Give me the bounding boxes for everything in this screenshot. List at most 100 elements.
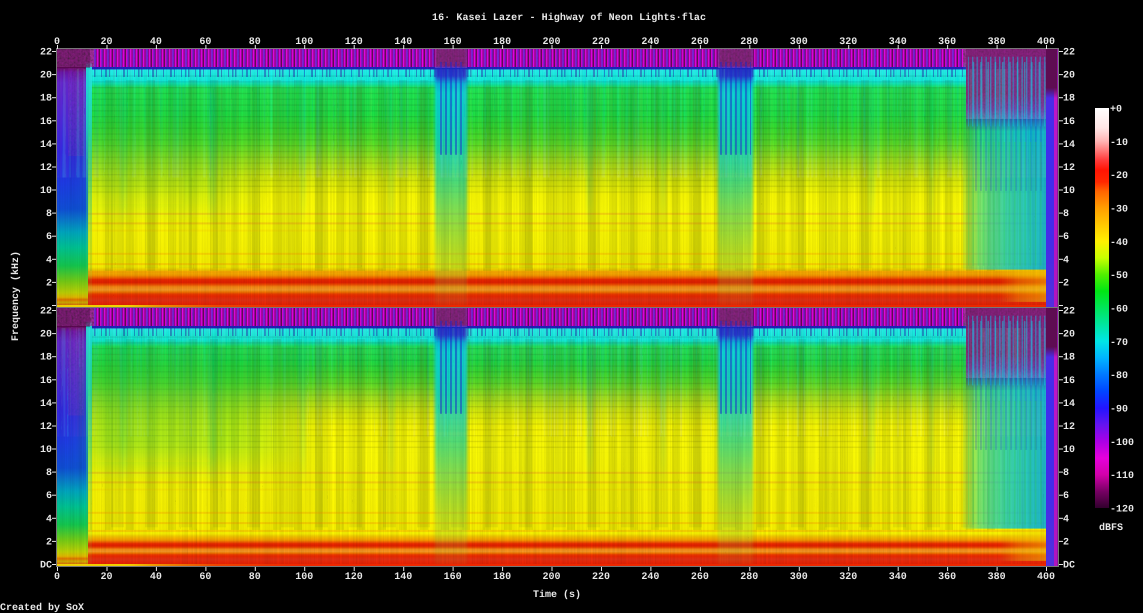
svg-text:-80: -80 bbox=[1110, 371, 1128, 382]
svg-text:20: 20 bbox=[1063, 330, 1075, 341]
svg-text:320: 320 bbox=[839, 37, 857, 48]
svg-text:40: 40 bbox=[150, 37, 162, 48]
svg-text:22: 22 bbox=[1063, 307, 1075, 318]
svg-text:16: 16 bbox=[1063, 376, 1075, 387]
svg-text:2: 2 bbox=[1063, 278, 1069, 289]
svg-text:4: 4 bbox=[46, 514, 52, 525]
svg-text:20: 20 bbox=[1063, 71, 1075, 82]
svg-text:6: 6 bbox=[1063, 232, 1069, 243]
svg-text:80: 80 bbox=[249, 37, 261, 48]
svg-text:20: 20 bbox=[40, 71, 52, 82]
svg-text:60: 60 bbox=[199, 37, 211, 48]
svg-text:360: 360 bbox=[938, 572, 956, 583]
svg-text:4: 4 bbox=[1063, 255, 1069, 266]
svg-text:140: 140 bbox=[394, 572, 412, 583]
svg-text:0: 0 bbox=[54, 37, 60, 48]
svg-text:120: 120 bbox=[345, 37, 363, 48]
svg-text:120: 120 bbox=[345, 572, 363, 583]
svg-text:240: 240 bbox=[641, 37, 659, 48]
svg-text:14: 14 bbox=[1063, 140, 1075, 151]
svg-text:380: 380 bbox=[988, 572, 1006, 583]
svg-text:12: 12 bbox=[40, 422, 52, 433]
svg-text:18: 18 bbox=[1063, 353, 1075, 364]
svg-text:16: 16 bbox=[40, 376, 52, 387]
svg-text:180: 180 bbox=[493, 572, 511, 583]
svg-text:-30: -30 bbox=[1110, 205, 1128, 216]
svg-text:12: 12 bbox=[40, 163, 52, 174]
svg-text:6: 6 bbox=[1063, 491, 1069, 502]
svg-text:4: 4 bbox=[46, 255, 52, 266]
svg-text:360: 360 bbox=[938, 37, 956, 48]
svg-text:16: 16 bbox=[40, 117, 52, 128]
svg-text:60: 60 bbox=[199, 572, 211, 583]
svg-text:14: 14 bbox=[40, 140, 52, 151]
svg-text:200: 200 bbox=[542, 572, 560, 583]
svg-text:80: 80 bbox=[249, 572, 261, 583]
svg-text:dBFS: dBFS bbox=[1099, 522, 1123, 534]
svg-text:260: 260 bbox=[691, 37, 709, 48]
svg-text:-50: -50 bbox=[1110, 271, 1128, 282]
svg-text:-90: -90 bbox=[1110, 405, 1128, 416]
svg-text:10: 10 bbox=[40, 445, 52, 456]
svg-text:8: 8 bbox=[46, 209, 52, 220]
svg-text:12: 12 bbox=[1063, 163, 1075, 174]
svg-text:300: 300 bbox=[790, 37, 808, 48]
svg-text:16: 16 bbox=[1063, 117, 1075, 128]
svg-text:160: 160 bbox=[444, 37, 462, 48]
svg-text:-100: -100 bbox=[1110, 438, 1134, 449]
svg-text:6: 6 bbox=[46, 491, 52, 502]
svg-text:180: 180 bbox=[493, 37, 511, 48]
svg-text:2: 2 bbox=[46, 537, 52, 548]
svg-text:20: 20 bbox=[100, 37, 112, 48]
svg-text:DC: DC bbox=[1063, 561, 1075, 572]
svg-text:-120: -120 bbox=[1110, 505, 1134, 516]
svg-text:10: 10 bbox=[40, 186, 52, 197]
svg-text:-110: -110 bbox=[1110, 471, 1134, 482]
svg-text:DC: DC bbox=[40, 561, 52, 572]
svg-text:20: 20 bbox=[40, 330, 52, 341]
svg-text:-40: -40 bbox=[1110, 238, 1128, 249]
svg-text:4: 4 bbox=[1063, 514, 1069, 525]
svg-text:-10: -10 bbox=[1110, 138, 1128, 149]
svg-text:14: 14 bbox=[40, 399, 52, 410]
svg-text:+0: +0 bbox=[1110, 105, 1122, 116]
svg-text:22: 22 bbox=[1063, 48, 1075, 59]
svg-text:-70: -70 bbox=[1110, 338, 1128, 349]
svg-text:6: 6 bbox=[46, 232, 52, 243]
svg-text:320: 320 bbox=[839, 572, 857, 583]
svg-text:220: 220 bbox=[592, 37, 610, 48]
svg-text:22: 22 bbox=[40, 48, 52, 59]
svg-text:-20: -20 bbox=[1110, 171, 1128, 182]
svg-text:0: 0 bbox=[54, 572, 60, 583]
svg-text:-60: -60 bbox=[1110, 305, 1128, 316]
svg-text:12: 12 bbox=[1063, 422, 1075, 433]
svg-text:10: 10 bbox=[1063, 445, 1075, 456]
svg-text:100: 100 bbox=[295, 572, 313, 583]
svg-text:8: 8 bbox=[46, 468, 52, 479]
svg-text:300: 300 bbox=[790, 572, 808, 583]
svg-text:18: 18 bbox=[40, 353, 52, 364]
svg-text:280: 280 bbox=[740, 572, 758, 583]
svg-text:10: 10 bbox=[1063, 186, 1075, 197]
svg-text:340: 340 bbox=[889, 572, 907, 583]
svg-text:Created by SoX: Created by SoX bbox=[0, 602, 84, 613]
svg-text:140: 140 bbox=[394, 37, 412, 48]
svg-text:40: 40 bbox=[150, 572, 162, 583]
svg-text:18: 18 bbox=[40, 94, 52, 105]
svg-text:Time (s): Time (s) bbox=[533, 589, 581, 601]
svg-text:20: 20 bbox=[100, 572, 112, 583]
svg-text:Frequency (kHz): Frequency (kHz) bbox=[10, 251, 22, 341]
svg-text:280: 280 bbox=[740, 37, 758, 48]
svg-text:160: 160 bbox=[444, 572, 462, 583]
svg-text:400: 400 bbox=[1037, 37, 1055, 48]
svg-text:22: 22 bbox=[40, 307, 52, 318]
svg-text:400: 400 bbox=[1037, 572, 1055, 583]
svg-text:8: 8 bbox=[1063, 209, 1069, 220]
svg-text:260: 260 bbox=[691, 572, 709, 583]
svg-text:240: 240 bbox=[641, 572, 659, 583]
svg-text:16· Kasei Lazer - Highway of N: 16· Kasei Lazer - Highway of Neon Lights… bbox=[432, 12, 706, 24]
svg-text:380: 380 bbox=[988, 37, 1006, 48]
svg-text:100: 100 bbox=[295, 37, 313, 48]
svg-text:14: 14 bbox=[1063, 399, 1075, 410]
svg-text:200: 200 bbox=[542, 37, 560, 48]
